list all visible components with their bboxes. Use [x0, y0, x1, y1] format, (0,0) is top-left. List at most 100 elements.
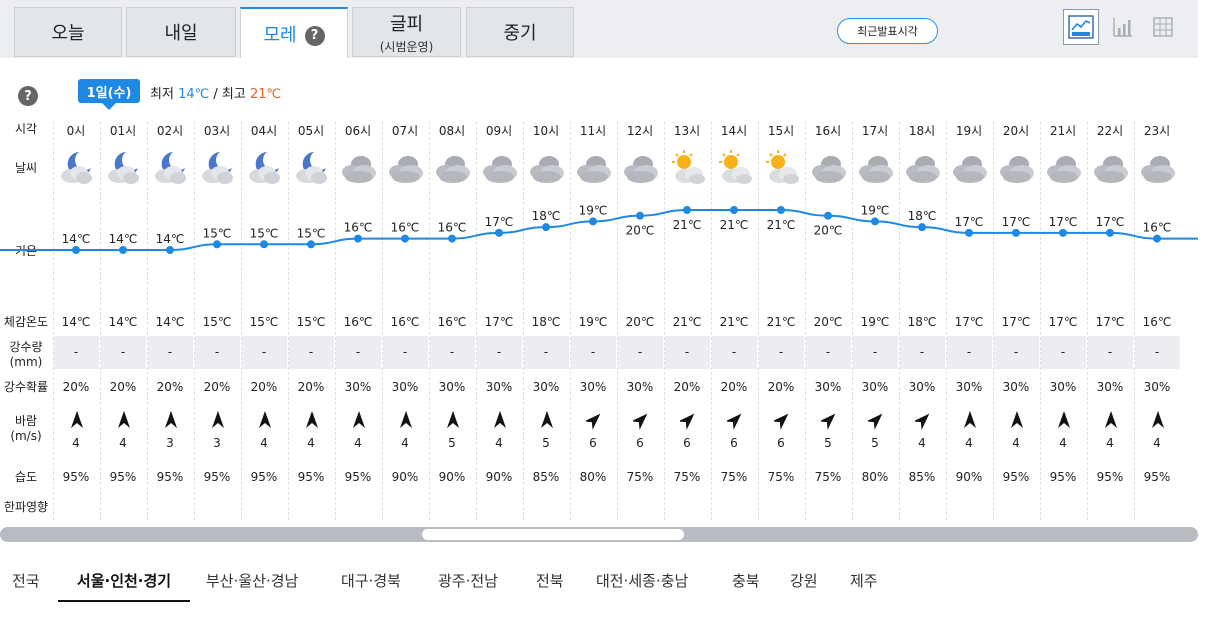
hour-time: 18시 — [908, 124, 936, 138]
hour-time: 09시 — [485, 124, 513, 138]
max-temp-value: 21℃ — [249, 87, 282, 102]
max-label: 최고 — [221, 87, 246, 102]
feel-temp: 17℃ — [954, 315, 984, 329]
horizontal-scrollbar[interactable] — [0, 527, 1198, 542]
rain-probability: 30% — [438, 380, 466, 394]
region-tab[interactable]: 제주 — [850, 572, 878, 590]
wind-label: 바람 — [14, 414, 38, 428]
tab-day-after-tomorrow[interactable]: 모레? — [240, 7, 348, 58]
humidity: 95% — [1002, 470, 1030, 484]
tab-third-day[interactable]: 글피 (시범운영) — [352, 7, 461, 57]
hour-time: 01시 — [109, 124, 137, 138]
temperature-label: 21℃ — [673, 218, 702, 232]
hour-column: 22시 17℃ - 30% 4 95% — [1087, 118, 1134, 520]
humidity: 75% — [626, 470, 654, 484]
feel-temp: 17℃ — [1095, 315, 1125, 329]
tab-today[interactable]: 오늘 — [14, 7, 122, 57]
column-divider — [992, 122, 994, 520]
feel-temp: 15℃ — [202, 315, 232, 329]
rain-probability: 30% — [955, 380, 983, 394]
bar-chart-view-button[interactable] — [1105, 9, 1141, 45]
overcast-icon — [621, 148, 661, 188]
rain-probability: 30% — [908, 380, 936, 394]
row-label-time: 시각 — [14, 122, 38, 136]
wind-direction-icon — [724, 410, 743, 430]
column-divider — [1039, 122, 1041, 520]
night-cloudy-icon — [104, 148, 144, 188]
wind-direction-icon — [1056, 410, 1072, 430]
night-cloudy-icon — [292, 148, 332, 188]
rain-amount: - — [523, 336, 569, 369]
region-tab[interactable]: 충북 — [732, 572, 760, 590]
column-divider — [945, 122, 947, 520]
wind-direction-icon — [210, 410, 226, 430]
region-tab[interactable]: 대전·세종·충남 — [596, 572, 689, 590]
min-max-temp: 최저 14℃ / 최고 21℃ — [150, 83, 281, 102]
rain-probability: 30% — [1002, 380, 1030, 394]
table-view-button[interactable] — [1145, 9, 1181, 45]
help-icon[interactable]: ? — [18, 86, 38, 106]
tab-third-day-sublabel: (시범운영) — [379, 39, 434, 54]
wind-direction-icon — [630, 410, 649, 430]
help-icon[interactable]: ? — [304, 25, 325, 46]
column-divider — [381, 122, 383, 520]
wind-direction-icon — [1009, 410, 1025, 430]
rain-amount: - — [194, 336, 240, 369]
feel-temp: 19℃ — [860, 315, 890, 329]
temperature-point — [730, 206, 738, 214]
region-tab[interactable]: 광주·전남 — [438, 572, 498, 590]
region-tab[interactable]: 대구·경북 — [341, 572, 401, 590]
temperature-label: 18℃ — [532, 209, 561, 223]
wind-direction-icon — [1103, 410, 1119, 430]
feel-temp: 20℃ — [625, 315, 655, 329]
region-tab[interactable]: 전북 — [536, 572, 564, 590]
wind-direction-icon — [304, 410, 320, 430]
overcast-icon — [433, 148, 473, 188]
feel-temp: 21℃ — [672, 315, 702, 329]
region-tab[interactable]: 전국 — [12, 572, 40, 590]
rain-probability: 20% — [203, 380, 231, 394]
temperature-line-chart: 14℃ 14℃ 14℃ 15℃ 15℃ 15℃ 16℃ 16℃ 16℃ 17℃ 18℃ 19℃ 20℃ 2… — [0, 203, 1198, 254]
region-tab[interactable]: 강원 — [790, 572, 818, 590]
temperature-label: 19℃ — [861, 203, 890, 217]
wind-speed: 4 — [965, 436, 973, 450]
temperature-label: 17℃ — [1049, 215, 1078, 229]
temperature-label: 19℃ — [579, 203, 608, 217]
wind-speed: 4 — [401, 436, 409, 450]
wind-direction-icon — [398, 410, 414, 430]
humidity: 95% — [62, 470, 90, 484]
feel-temp: 14℃ — [108, 315, 138, 329]
region-tab[interactable]: 서울·인천·경기 — [58, 570, 190, 602]
humidity: 75% — [767, 470, 795, 484]
temperature-label: 20℃ — [814, 224, 843, 238]
column-divider — [898, 122, 900, 520]
rain-probability: 30% — [391, 380, 419, 394]
scrollbar-thumb[interactable] — [422, 529, 684, 540]
hour-time: 03시 — [203, 124, 231, 138]
feel-temp: 20℃ — [813, 315, 843, 329]
hour-column: 0시 14℃ - 20% 4 95% — [53, 118, 100, 520]
night-cloudy-icon — [198, 148, 238, 188]
overcast-icon — [1044, 148, 1084, 188]
latest-announcement-button[interactable]: 최근발표시각 — [837, 18, 938, 44]
rain-amount: - — [946, 336, 992, 369]
rain-probability: 30% — [1143, 380, 1171, 394]
rain-probability: 30% — [532, 380, 560, 394]
column-divider — [663, 122, 665, 520]
wind-direction-icon — [771, 410, 790, 430]
hour-column: 01시 14℃ - 20% 4 95% — [100, 118, 147, 520]
hour-column: 05시 15℃ - 20% 4 95% — [288, 118, 335, 520]
region-tab[interactable]: 부산·울산·경남 — [206, 572, 299, 590]
humidity: 75% — [814, 470, 842, 484]
tab-midterm[interactable]: 중기 — [466, 7, 574, 57]
line-chart-view-button[interactable] — [1063, 9, 1099, 45]
tab-tomorrow[interactable]: 내일 — [126, 7, 236, 57]
feel-temp: 15℃ — [296, 315, 326, 329]
wind-speed: 6 — [636, 436, 644, 450]
humidity: 75% — [673, 470, 701, 484]
table-icon — [1153, 17, 1173, 37]
temperature-point — [495, 228, 503, 237]
humidity: 95% — [1049, 470, 1077, 484]
humidity: 80% — [579, 470, 607, 484]
temperature-label: 20℃ — [626, 224, 655, 238]
